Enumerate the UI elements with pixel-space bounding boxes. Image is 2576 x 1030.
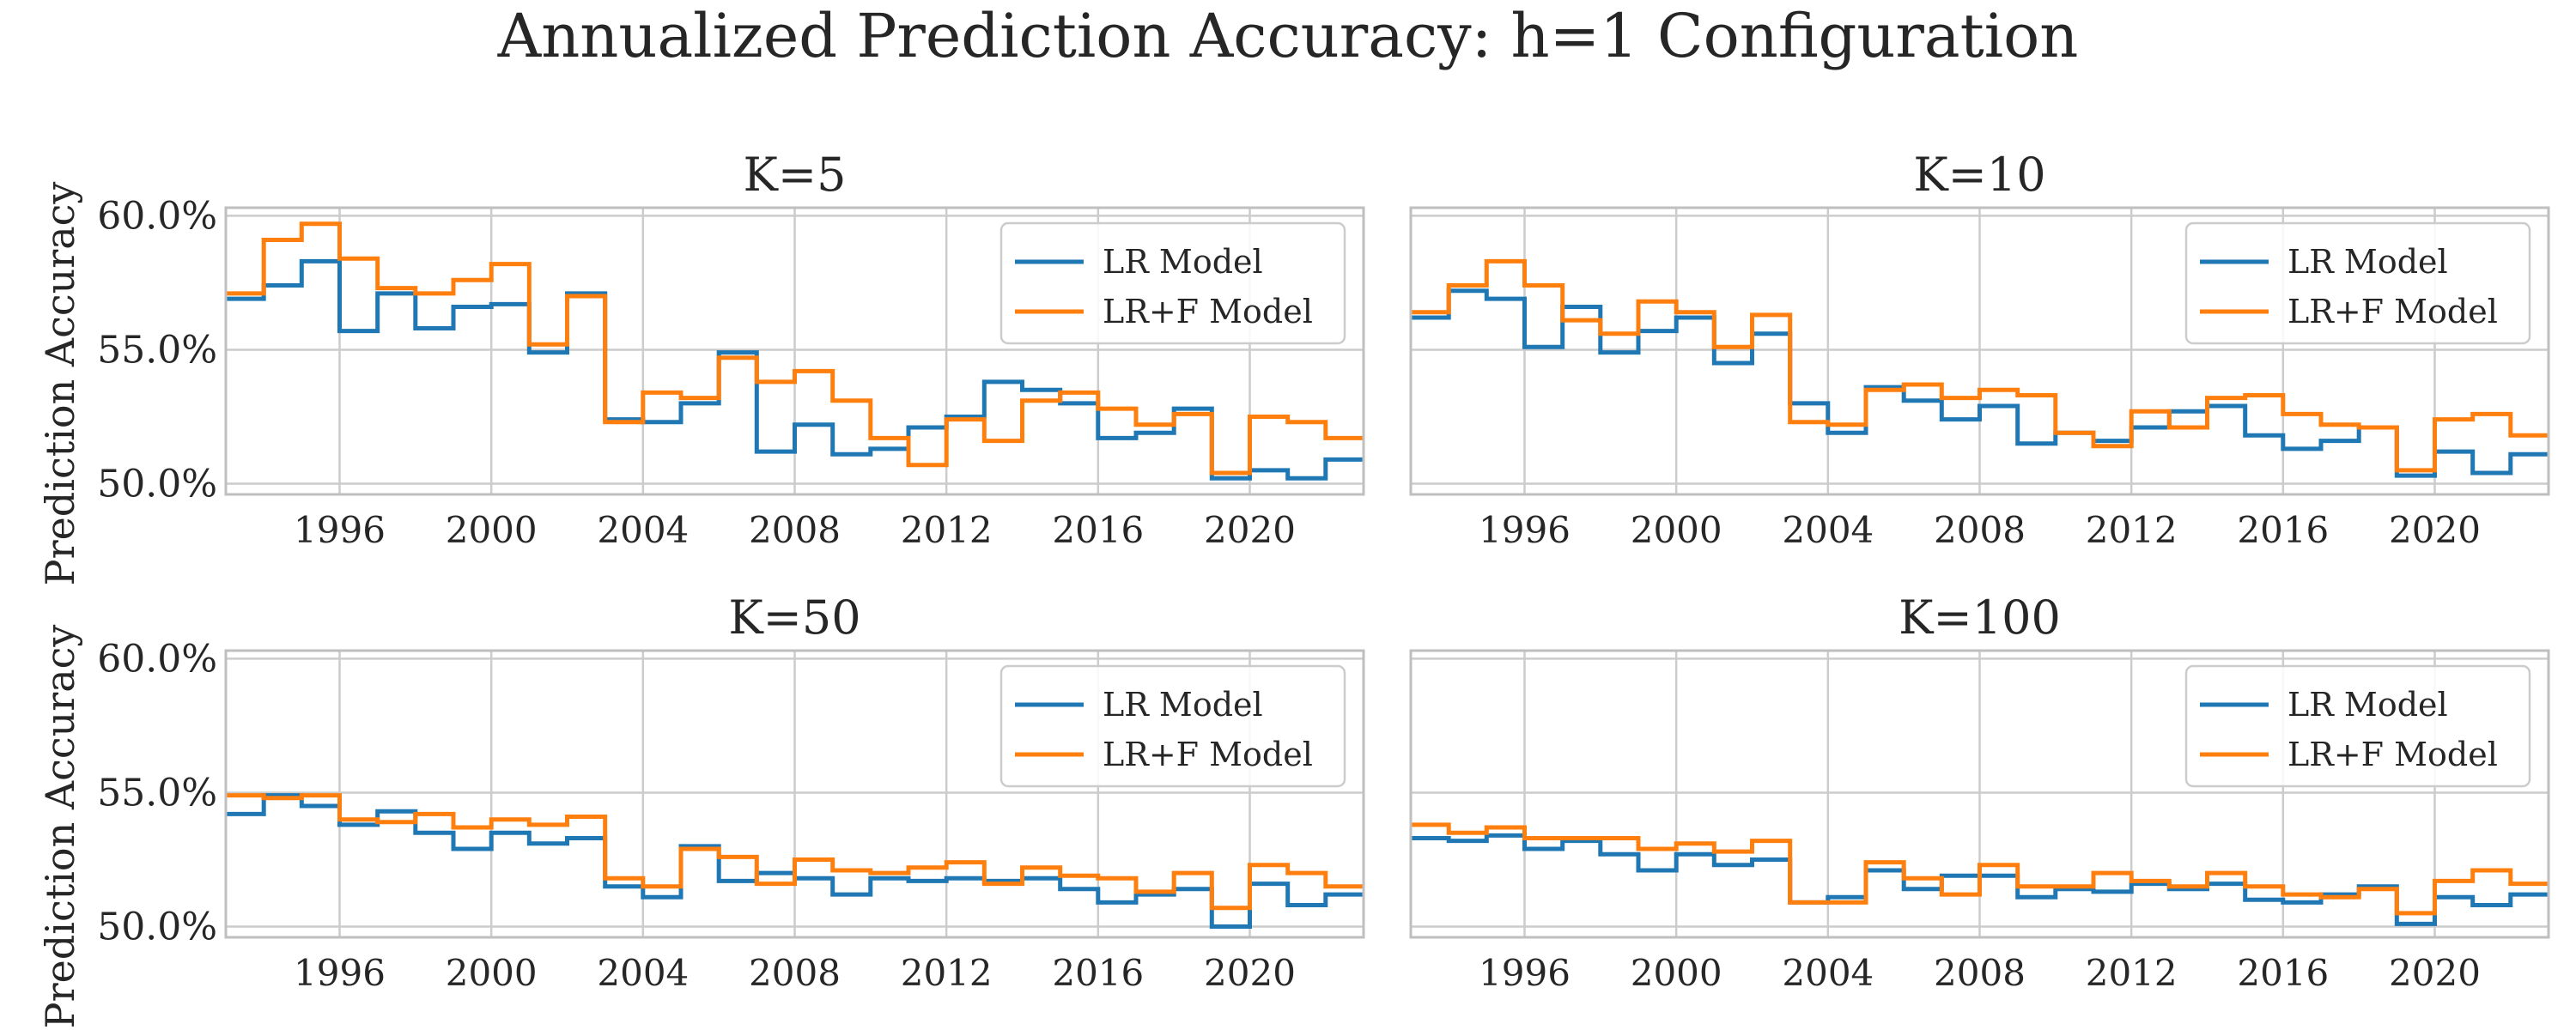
x-tick-label: 2000	[1631, 509, 1722, 551]
axes-frame	[1409, 206, 2550, 496]
y-tick-label: 60.0%	[97, 194, 217, 238]
x-tick-label: 1996	[1479, 509, 1571, 551]
chart-panel-1: K=10 1996 2000 2004 2008 2012 2016 2020 LR Model…	[1409, 148, 2550, 551]
chart-panel-0: K=5 1996 2000 2004 2008 2012 2016 2020 50.0% 55.0…	[37, 148, 1365, 586]
x-tick-label: 1996	[294, 509, 386, 551]
legend: LR Model LR+F Model	[999, 664, 1346, 788]
legend-label: LR Model	[2287, 686, 2448, 724]
panel-title: K=50	[728, 591, 860, 645]
legend: LR Model LR+F Model	[2184, 664, 2531, 788]
legend-box	[999, 221, 1346, 345]
series-line-lr-model	[1411, 288, 2549, 478]
legend-label: LR Model	[1103, 686, 1263, 724]
series-line-lrf-model	[1411, 822, 2549, 916]
x-tick-label: 2004	[597, 509, 689, 551]
x-tick-label: 2016	[1052, 509, 1144, 551]
x-tick-label: 2000	[446, 509, 538, 551]
legend-label: LR Model	[2287, 243, 2448, 281]
x-tick-label: 1996	[1479, 952, 1571, 994]
legend: LR Model LR+F Model	[999, 221, 1346, 345]
x-tick-label: 2004	[1782, 509, 1874, 551]
x-tick-label: 2020	[1204, 952, 1296, 994]
x-tick-label: 2020	[2389, 509, 2481, 551]
legend-box	[2184, 664, 2531, 788]
axes-frame	[1409, 649, 2550, 939]
x-tick-label: 2000	[446, 952, 538, 994]
y-tick-label: 55.0%	[97, 771, 217, 815]
series-line-lr-model	[226, 258, 1364, 481]
axes-frame	[224, 649, 1365, 939]
chart-panel-2: K=50 1996 2000 2004 2008 2012 2016 2020 50.0% 55.…	[37, 591, 1365, 1029]
panel-title: K=10	[1913, 148, 2045, 202]
x-tick-label: 2012	[2086, 509, 2178, 551]
x-tick-label: 2008	[749, 952, 841, 994]
x-tick-label: 2012	[2086, 952, 2178, 994]
x-tick-label: 2016	[2237, 952, 2329, 994]
legend-box	[2184, 221, 2531, 345]
legend: LR Model LR+F Model	[2184, 221, 2531, 345]
legend-label: LR+F Model	[1103, 736, 1313, 773]
x-tick-label: 2008	[749, 509, 841, 551]
figure-title: Annualized Prediction Accuracy: h=1 Conf…	[497, 1, 2079, 71]
y-tick-label: 55.0%	[97, 328, 217, 372]
series-line-lrf-model	[226, 221, 1364, 476]
x-tick-label: 2020	[2389, 952, 2481, 994]
y-axis-label: Prediction Accuracy	[37, 182, 83, 586]
x-tick-label: 2004	[597, 952, 689, 994]
x-tick-label: 2008	[1934, 952, 2026, 994]
x-tick-label: 2016	[1052, 952, 1144, 994]
legend-label: LR+F Model	[2287, 736, 2498, 773]
legend-label: LR+F Model	[1103, 293, 1313, 330]
y-axis-label: Prediction Accuracy	[37, 625, 83, 1029]
panel-title: K=100	[1899, 591, 2061, 645]
y-tick-label: 60.0%	[97, 637, 217, 681]
series-line-lrf-model	[1411, 258, 2549, 473]
x-tick-label: 2020	[1204, 509, 1296, 551]
x-tick-label: 2008	[1934, 509, 2026, 551]
x-tick-label: 2000	[1631, 952, 1722, 994]
x-tick-label: 2004	[1782, 952, 1874, 994]
y-tick-label: 50.0%	[97, 906, 217, 949]
x-tick-label: 1996	[294, 952, 386, 994]
x-tick-label: 2016	[2237, 509, 2329, 551]
y-tick-label: 50.0%	[97, 463, 217, 506]
legend-box	[999, 664, 1346, 788]
x-tick-label: 2012	[901, 509, 993, 551]
x-tick-label: 2012	[901, 952, 993, 994]
series-line-lrf-model	[226, 793, 1364, 911]
panel-title: K=5	[744, 148, 847, 202]
legend-label: LR Model	[1103, 243, 1263, 281]
chart-panel-3: K=100 1996 2000 2004 2008 2012 2016 2020 LR Mode…	[1409, 591, 2550, 994]
axes-frame	[224, 206, 1365, 496]
legend-label: LR+F Model	[2287, 293, 2498, 330]
